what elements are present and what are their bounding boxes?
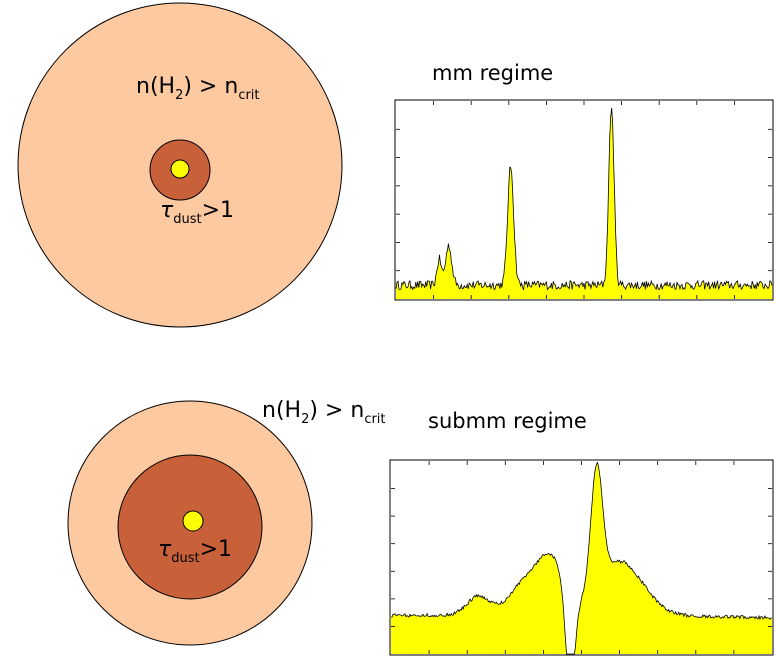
bottom-density-label: n(H2) > ncrit xyxy=(262,398,386,427)
top-spectrum-frame xyxy=(394,99,774,301)
top-cloud-diagram: n(H2) > ncrit τdust>1 xyxy=(17,2,343,328)
bottom-cloud-diagram: τdust>1 xyxy=(67,400,313,646)
bottom-spectrum-line xyxy=(390,461,773,655)
top-regime-title: mm regime xyxy=(432,61,553,85)
top-source-dot xyxy=(170,159,190,179)
top-spectrum-ticks xyxy=(396,101,772,299)
bottom-spectrum-area xyxy=(391,462,772,654)
bottom-spectrum-ticks xyxy=(391,461,772,654)
top-density-label: n(H2) > ncrit xyxy=(136,74,260,103)
top-tau-label: τdust>1 xyxy=(160,198,234,227)
bottom-regime-title: submm regime xyxy=(428,409,587,433)
bottom-spectrum xyxy=(389,459,774,656)
bottom-tau-label: τdust>1 xyxy=(158,537,232,566)
top-spectrum xyxy=(394,99,774,301)
bottom-source-dot xyxy=(182,510,204,532)
top-spectrum-line xyxy=(395,107,773,291)
